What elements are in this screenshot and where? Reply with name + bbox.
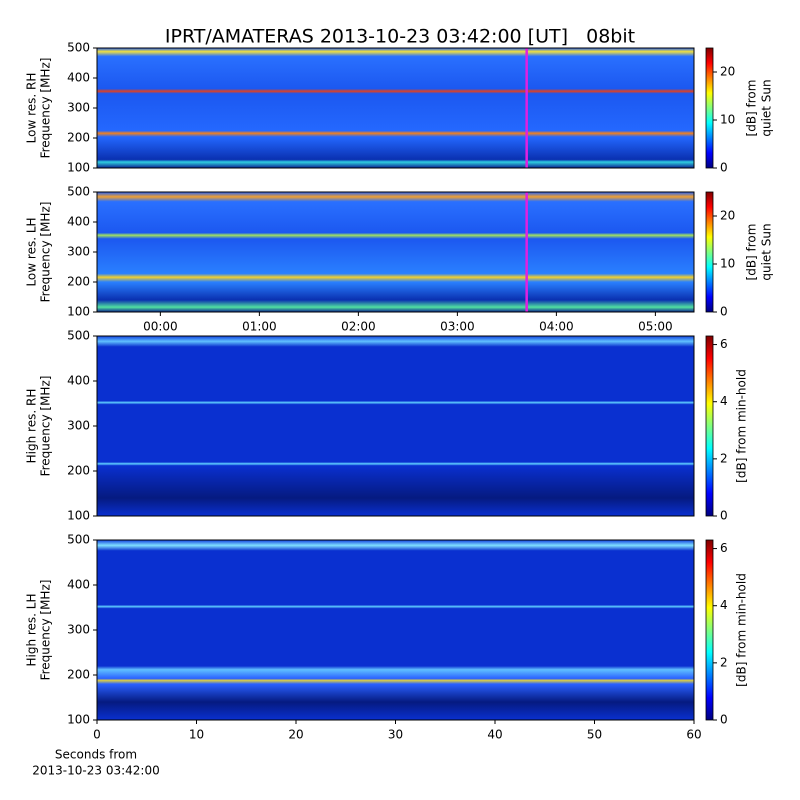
- title: IPRT/AMATERAS 2013-10-23 03:42:00 [UT] 0…: [165, 26, 635, 48]
- y-axis-label: Frequency [MHz]: [39, 202, 53, 303]
- spectrogram: [97, 192, 694, 312]
- colorbar-label: quiet Sun: [760, 223, 774, 280]
- colorbar: [705, 335, 714, 517]
- colorbar-tick-label: 20: [720, 65, 735, 79]
- y-tick-label: 400: [67, 374, 90, 388]
- y-tick-label: 200: [67, 275, 90, 289]
- x-tick-label: 50: [587, 728, 602, 742]
- x-tick-label: 00:00: [143, 320, 178, 334]
- colorbar-label: quiet Sun: [760, 79, 774, 136]
- x-tick-label: 05:00: [638, 320, 673, 334]
- y-tick-label: 200: [67, 668, 90, 682]
- x-tick-label: 04:00: [539, 320, 574, 334]
- colorbar-tick-label: 6: [720, 541, 728, 555]
- y-axis-label: Low res. RH: [25, 73, 39, 144]
- colorbar-label: [dB] from min-hold: [735, 369, 749, 483]
- colorbar-tick-label: 4: [720, 598, 728, 612]
- colorbar-tick-label: 10: [720, 113, 735, 127]
- y-axis-label: Frequency [MHz]: [39, 376, 53, 477]
- y-tick-label: 300: [67, 245, 90, 259]
- colorbar-tick-label: 0: [720, 509, 728, 523]
- x-tick-label: 60: [686, 728, 701, 742]
- colorbar-tick-label: 2: [720, 655, 728, 669]
- x-tick-label: 0: [93, 728, 101, 742]
- y-tick-label: 100: [67, 161, 90, 175]
- x-tick-label: 30: [388, 728, 403, 742]
- colorbar-tick-label: 0: [720, 713, 728, 727]
- colorbar: [705, 191, 714, 313]
- y-tick-label: 100: [67, 305, 90, 319]
- y-tick-label: 400: [67, 578, 90, 592]
- colorbar-label: [dB] from: [745, 224, 759, 281]
- colorbar-tick-label: 4: [720, 394, 728, 408]
- colorbar-tick-label: 10: [720, 257, 735, 271]
- y-tick-label: 200: [67, 131, 90, 145]
- y-axis-label: Low res. LH: [25, 217, 39, 286]
- colorbar-label: [dB] from: [745, 80, 759, 137]
- x-tick-label: 01:00: [242, 320, 277, 334]
- x-tick-label: 02:00: [341, 320, 376, 334]
- x-tick-label: 10: [189, 728, 204, 742]
- y-tick-label: 500: [67, 329, 90, 343]
- colorbar: [705, 539, 714, 721]
- y-tick-label: 500: [67, 533, 90, 547]
- spectrogram: [97, 336, 694, 516]
- colorbar-tick-label: 6: [720, 337, 728, 351]
- colorbar-label: [dB] from min-hold: [735, 573, 749, 687]
- y-axis-label: High res. RH: [25, 389, 39, 464]
- y-axis-label: Frequency [MHz]: [39, 58, 53, 159]
- spectrogram: [97, 48, 694, 168]
- x-axis-label: Seconds from: [55, 748, 137, 762]
- y-tick-label: 300: [67, 101, 90, 115]
- y-tick-label: 400: [67, 215, 90, 229]
- y-tick-label: 300: [67, 419, 90, 433]
- colorbar-tick-label: 0: [720, 305, 728, 319]
- spectrogram: [97, 540, 694, 720]
- colorbar: [705, 47, 714, 169]
- colorbar-tick-label: 20: [720, 209, 735, 223]
- x-tick-label: 40: [487, 728, 502, 742]
- y-tick-label: 100: [67, 509, 90, 523]
- y-tick-label: 300: [67, 623, 90, 637]
- y-tick-label: 400: [67, 71, 90, 85]
- y-axis-label: High res. LH: [25, 593, 39, 666]
- x-axis-label: 2013-10-23 03:42:00: [32, 764, 159, 778]
- y-axis-label: Frequency [MHz]: [39, 580, 53, 681]
- y-tick-label: 500: [67, 185, 90, 199]
- y-tick-label: 200: [67, 464, 90, 478]
- x-tick-label: 20: [288, 728, 303, 742]
- colorbar-tick-label: 2: [720, 451, 728, 465]
- x-tick-label: 03:00: [440, 320, 475, 334]
- y-tick-label: 100: [67, 713, 90, 727]
- colorbar-tick-label: 0: [720, 161, 728, 175]
- y-tick-label: 500: [67, 41, 90, 55]
